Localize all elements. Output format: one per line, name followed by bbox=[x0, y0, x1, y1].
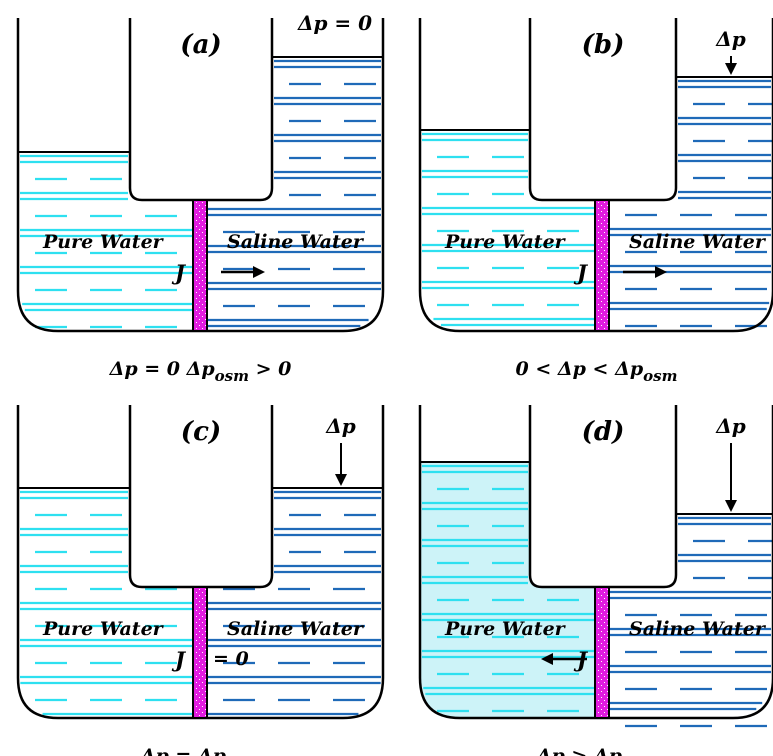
flux-symbol: J bbox=[171, 647, 187, 672]
membrane bbox=[594, 199, 610, 332]
pressure-arrowhead bbox=[335, 474, 347, 486]
pure-water-label: Pure Water bbox=[42, 618, 165, 640]
pressure-arrowhead bbox=[725, 63, 737, 75]
right-water-lines bbox=[610, 516, 773, 728]
pure-water-label: Pure Water bbox=[444, 618, 567, 640]
saline-water-label: Saline Water bbox=[227, 618, 365, 640]
flux-arrowhead bbox=[541, 653, 553, 665]
flux-value: = 0 bbox=[213, 648, 249, 670]
panel-c: Pure Water Saline Water (c) J = 0 Δp Δp = Δpos… bbox=[16, 405, 385, 756]
condition-caption: 0 < Δp < Δposm bbox=[516, 358, 678, 385]
membrane bbox=[594, 586, 610, 719]
condition-caption: Δp = 0 Δposm > 0 bbox=[109, 358, 292, 385]
left-water-lines bbox=[20, 154, 192, 329]
flux-arrowhead bbox=[253, 266, 265, 278]
saline-water-label: Saline Water bbox=[227, 231, 365, 253]
condition-caption: Δp = Δposm bbox=[140, 745, 261, 756]
pure-water-label: Pure Water bbox=[444, 231, 567, 253]
pure-water-label: Pure Water bbox=[42, 231, 165, 253]
condition-caption: Δp > Δposm bbox=[536, 745, 657, 756]
panel-tag: (a) bbox=[180, 30, 221, 60]
right-water-lines bbox=[208, 59, 381, 328]
pressure-label: Δp = 0 bbox=[297, 11, 372, 35]
pressure-label: Δp bbox=[715, 27, 746, 51]
panel-tag: (c) bbox=[181, 417, 221, 447]
saline-water-label: Saline Water bbox=[629, 231, 767, 253]
right-water-lines bbox=[610, 79, 773, 328]
flux-symbol: J bbox=[171, 260, 187, 285]
panel-b: Pure Water Saline Water (b) J Δp 0 < Δp < Δpo… bbox=[418, 18, 773, 385]
panel-a: Pure Water Saline Water (a) J Δp = 0 Δp = 0 Δ… bbox=[16, 11, 385, 385]
left-water-lines bbox=[422, 132, 594, 327]
saline-water-label: Saline Water bbox=[629, 618, 767, 640]
pressure-label: Δp bbox=[715, 414, 746, 438]
panel-tag: (b) bbox=[582, 30, 625, 60]
flux-arrowhead bbox=[655, 266, 667, 278]
panel-tag: (d) bbox=[582, 417, 625, 447]
membrane bbox=[192, 199, 208, 332]
pressure-arrowhead bbox=[725, 500, 737, 512]
left-water-lines bbox=[20, 490, 192, 716]
right-water-lines bbox=[208, 490, 381, 716]
left-water-lines bbox=[422, 464, 594, 713]
flux-symbol: J bbox=[573, 260, 589, 285]
pure-water-region bbox=[18, 152, 193, 331]
membrane bbox=[192, 586, 208, 719]
pressure-label: Δp bbox=[325, 414, 356, 438]
